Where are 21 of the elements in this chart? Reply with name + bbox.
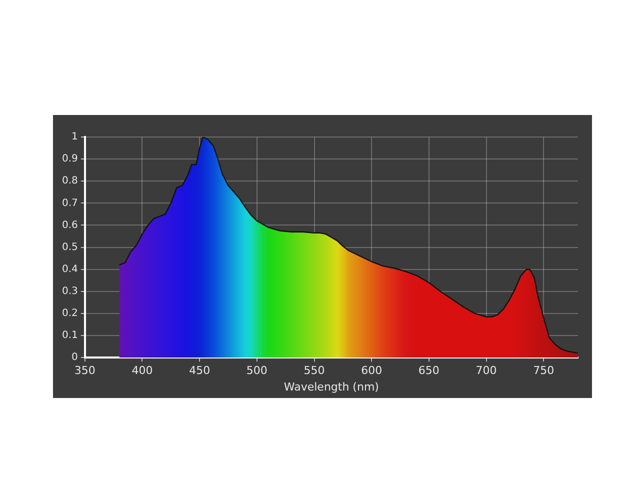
x-tick-label: 650	[418, 364, 440, 378]
y-tick-label: 0.6	[62, 220, 78, 231]
y-tick-label: 0.5	[62, 242, 78, 253]
y-tick-label: 0.2	[62, 308, 78, 320]
x-tick-label: 750	[533, 364, 554, 378]
y-tick-label: 0.3	[62, 286, 78, 298]
y-tick-label: 1	[72, 132, 78, 143]
x-axis-title: Wavelength (nm)	[284, 380, 379, 394]
y-tick-label: 0.4	[62, 264, 78, 275]
x-tick-label: 400	[132, 364, 153, 378]
x-tick-label: 500	[246, 364, 268, 378]
y-tick-label: 0.8	[62, 176, 78, 187]
y-tick-label: 0.1	[62, 330, 78, 342]
x-tick-label: 350	[74, 364, 96, 378]
x-tick-label: 600	[361, 364, 382, 378]
x-tick-label: 700	[476, 364, 497, 378]
y-tick-label: 0	[72, 352, 78, 364]
y-tick-label: 0.9	[62, 154, 78, 165]
y-tick-label: 0.7	[62, 198, 78, 209]
x-tick-label: 550	[304, 364, 325, 378]
x-tick-label: 450	[189, 364, 210, 378]
